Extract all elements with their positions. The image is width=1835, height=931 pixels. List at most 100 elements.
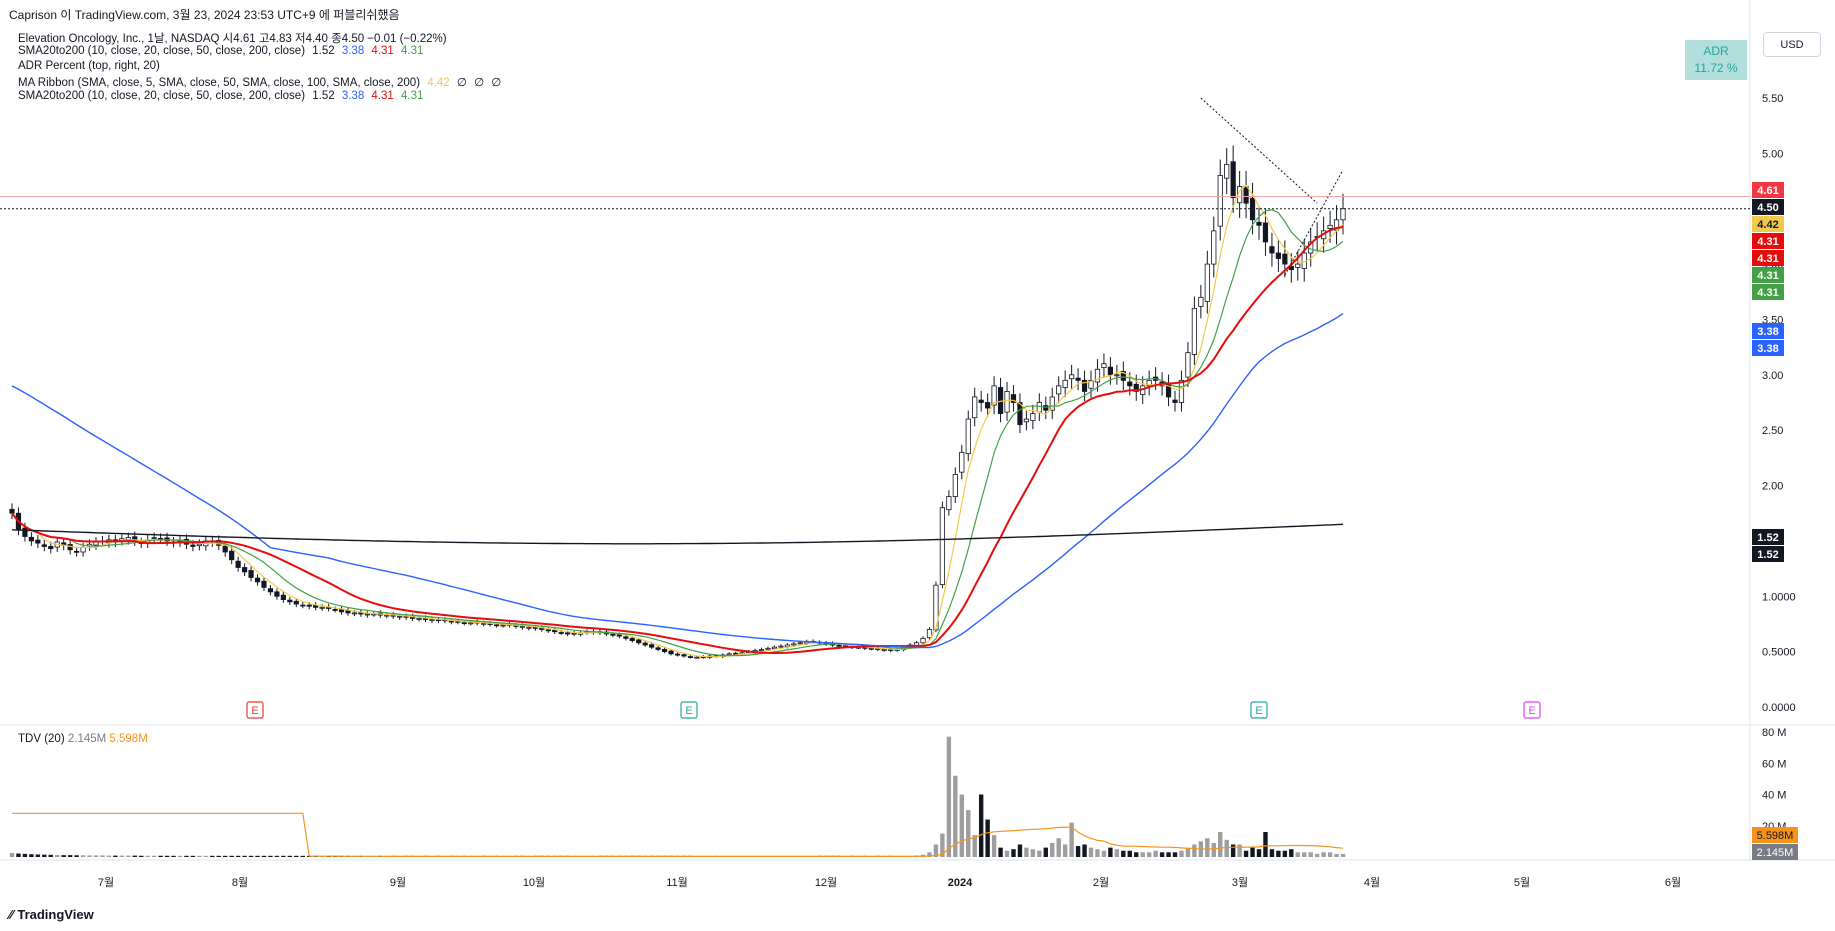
price-label: 3.38: [1757, 343, 1778, 355]
volume-bar: [804, 855, 809, 857]
candle-body: [1288, 265, 1294, 271]
volume-bar: [235, 855, 241, 857]
volume-bar: [1114, 849, 1120, 857]
candle-body: [448, 620, 454, 623]
x-tick-label: 12월: [815, 876, 837, 889]
volume-bar: [636, 855, 641, 857]
candle-body: [1295, 263, 1301, 268]
candle-body: [222, 545, 228, 553]
volume-bar: [1159, 852, 1165, 857]
indicator-label: ADR Percent (top, right, 20): [18, 60, 160, 72]
volume-bar: [462, 855, 467, 857]
candle-body: [1178, 379, 1185, 403]
candle-body: [1269, 246, 1275, 254]
candle-body: [907, 644, 913, 648]
candle-body: [1301, 252, 1307, 269]
volume-bar: [365, 855, 370, 857]
volume-bar: [1108, 847, 1113, 857]
candle-body: [972, 396, 978, 419]
price-label-bg: [1752, 546, 1784, 562]
volume-bar: [164, 855, 170, 857]
volume-bar: [946, 736, 952, 857]
sma-200-line: [11, 523, 1344, 545]
volume-bar: [513, 855, 519, 857]
candle-body: [468, 622, 474, 625]
volume-bar: [9, 853, 15, 857]
volume-bar: [481, 855, 486, 857]
volume-bar: [914, 855, 919, 857]
volume-bar: [1075, 846, 1081, 857]
candle-body: [733, 652, 739, 655]
tdv-value-1: 2.145M: [67, 733, 107, 745]
candle-body: [506, 623, 513, 626]
indicator-legend-sma20to200-a[interactable]: SMA20to200 (10, close, 20, close, 50, cl…: [18, 45, 427, 57]
candle-body: [461, 622, 467, 624]
volume-bar: [403, 855, 409, 857]
candle-body: [67, 544, 73, 551]
volume-bar: [798, 855, 803, 857]
y-tick-label: 4.00: [1762, 259, 1783, 271]
volume-bar: [255, 855, 260, 857]
volume-bar: [397, 855, 402, 857]
candle-body: [287, 599, 293, 603]
volume-bar: [416, 855, 422, 857]
candle-body: [1262, 222, 1269, 243]
candle-body: [481, 622, 487, 625]
volume-bar: [1095, 849, 1100, 857]
currency-button[interactable]: USD: [1763, 32, 1821, 57]
volume-bar: [468, 855, 473, 857]
candle-body: [959, 451, 965, 473]
candle-body: [145, 539, 151, 544]
tradingview-logo[interactable]: ⁄⁄ TradingView: [9, 907, 94, 922]
candle-body: [500, 624, 506, 627]
volume-bar: [139, 855, 144, 857]
candle-body: [1191, 307, 1197, 355]
candle-body: [933, 584, 939, 631]
volume-bar: [145, 855, 150, 857]
candle-body: [1114, 374, 1120, 377]
volume-bar: [1050, 842, 1055, 857]
candle-body: [80, 547, 86, 553]
volume-bar: [339, 855, 344, 857]
candle-body: [1088, 379, 1094, 389]
tdv-legend[interactable]: TDV (20) 2.145M 5.598M: [18, 733, 148, 745]
candle-body: [745, 651, 752, 654]
x-tick-label: 10월: [523, 876, 545, 889]
volume-bar: [1308, 852, 1313, 857]
candle-body: [1185, 352, 1191, 378]
volume-bar: [688, 855, 693, 857]
candle-body: [565, 632, 571, 635]
indicator-legend-sma20to200-b[interactable]: SMA20to200 (10, close, 20, close, 50, cl…: [18, 90, 427, 102]
volume-bar: [332, 855, 338, 857]
candle-body: [1043, 405, 1049, 411]
price-label: 4.31: [1757, 236, 1778, 248]
candle-body: [545, 629, 551, 632]
candle-body: [254, 577, 261, 583]
candle-body: [99, 540, 106, 543]
tdv-label-bg: [1752, 827, 1798, 843]
volume-bar: [423, 855, 428, 857]
volume-bar: [391, 855, 396, 857]
volume-bar: [817, 855, 822, 857]
candle-body: [332, 609, 338, 611]
candle-body: [1243, 186, 1249, 204]
candle-body: [700, 656, 706, 659]
indicator-value: 4.31: [371, 45, 394, 57]
candle-body: [1017, 402, 1023, 426]
candle-body: [636, 639, 642, 644]
candle-body: [409, 616, 416, 619]
candle-body: [377, 612, 383, 616]
volume-bar: [281, 855, 286, 857]
candle-body: [15, 512, 22, 531]
candle-body: [196, 543, 202, 547]
volume-bar: [319, 855, 325, 857]
candle-body: [93, 541, 99, 546]
y-tick-label: 1.0000: [1762, 591, 1796, 603]
tdv-label: TDV (20): [18, 733, 65, 745]
indicator-legend-adr[interactable]: ADR Percent (top, right, 20): [18, 60, 164, 72]
candle-body: [713, 655, 719, 658]
y-tick-label: 0.0000: [1762, 702, 1796, 714]
price-label-bg: [1752, 267, 1784, 283]
volume-bar: [533, 855, 538, 857]
indicator-legend-ma-ribbon[interactable]: MA Ribbon (SMA, close, 5, SMA, close, 50…: [18, 75, 505, 89]
